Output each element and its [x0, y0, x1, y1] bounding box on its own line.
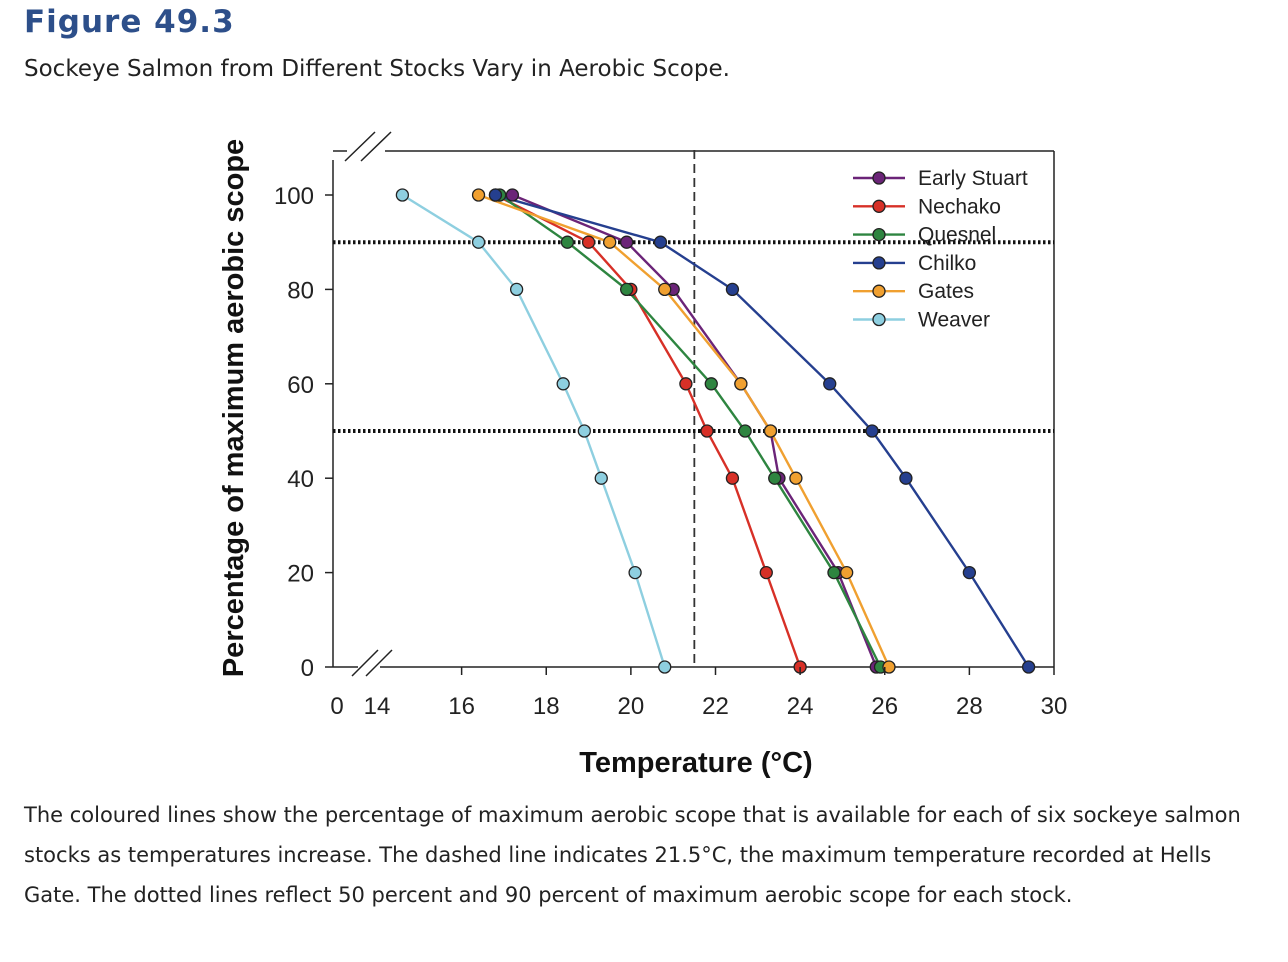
y-tick-label: 60	[287, 372, 314, 399]
data-point-nechako	[759, 565, 773, 580]
data-point-quesnel	[704, 377, 718, 391]
y-tick-label: 100	[274, 183, 314, 210]
axis-break-bottom	[365, 649, 393, 677]
data-point-chilko	[899, 471, 913, 485]
data-point-chilko	[962, 565, 977, 580]
data-point-chilko	[488, 188, 503, 202]
x-tick-label: 22	[702, 693, 729, 720]
x-tick-label: 26	[871, 693, 898, 720]
figure-title: Sockeye Salmon from Different Stocks Var…	[24, 56, 730, 82]
data-point-gates	[603, 235, 617, 249]
data-point-chilko	[823, 377, 837, 391]
data-point-early-stuart	[619, 235, 634, 249]
data-point-chilko	[865, 424, 879, 438]
series-line-nechako	[494, 193, 802, 668]
y-axis-title: Percentage of maximum aerobic scope	[218, 139, 250, 677]
series-line-gates	[478, 193, 891, 668]
data-point-weaver	[395, 188, 410, 202]
data-point-nechako	[700, 424, 714, 438]
data-point-quesnel	[768, 471, 782, 485]
data-point-weaver	[577, 424, 591, 438]
data-point-weaver	[658, 660, 672, 674]
legend-label-quesnel: Quesnel	[918, 224, 996, 247]
data-point-gates	[840, 565, 854, 580]
data-point-gates	[882, 660, 896, 674]
data-point-early-stuart	[505, 188, 520, 202]
data-point-quesnel	[738, 424, 752, 438]
data-point-weaver	[556, 377, 570, 391]
y-tick-label: 40	[287, 466, 314, 493]
x-tick-label: 16	[448, 693, 475, 720]
y-tick-label: 80	[287, 277, 314, 304]
figure-caption: The coloured lines show the percentage o…	[24, 803, 1241, 907]
data-point-gates	[658, 282, 672, 297]
series-line-weaver	[401, 193, 666, 668]
data-point-chilko	[653, 235, 668, 249]
series-line-chilko	[495, 193, 1030, 668]
x-tick-label-zero: 0	[330, 693, 343, 720]
axis-break-top	[344, 131, 376, 162]
axis-break-top	[360, 131, 392, 162]
x-tick-label: 18	[533, 693, 560, 720]
data-point-weaver	[628, 565, 642, 580]
x-tick-label: 14	[364, 693, 391, 720]
data-point-chilko	[725, 282, 740, 297]
legend-marker-early-stuart	[872, 171, 886, 185]
legend-marker-chilko	[872, 256, 886, 270]
data-point-weaver	[509, 282, 524, 297]
x-tick-label: 30	[1041, 693, 1068, 720]
data-point-quesnel	[827, 565, 841, 580]
legend-marker-gates	[872, 284, 886, 298]
figure-label: Figure 49.3	[24, 4, 235, 40]
data-point-weaver	[471, 235, 486, 249]
legend-label-weaver: Weaver	[918, 309, 990, 332]
legend-marker-weaver	[872, 312, 886, 327]
aerobic-scope-chart: 14 16 18 20 22 24 26 28 30 00 20 40 60 80 100 Early St…	[218, 131, 1068, 779]
y-tick-label: 0	[301, 655, 314, 682]
legend-label-early-stuart: Early Stuart	[918, 167, 1028, 190]
axis-break-bottom	[351, 649, 379, 677]
data-point-gates	[734, 377, 748, 391]
data-point-gates	[763, 424, 778, 438]
data-point-weaver	[594, 471, 608, 485]
x-axis-title: Temperature (°C)	[579, 747, 812, 779]
x-tick-label: 20	[618, 693, 645, 720]
data-point-quesnel	[619, 282, 634, 297]
legend-marker-quesnel	[872, 227, 886, 242]
data-point-nechako	[581, 235, 596, 249]
legend-label-gates: Gates	[918, 280, 974, 303]
data-point-nechako	[725, 471, 740, 485]
legend-label-chilko: Chilko	[918, 252, 976, 275]
data-point-quesnel	[560, 235, 575, 249]
x-tick-label: 28	[956, 693, 983, 720]
data-point-gates	[471, 188, 486, 202]
data-point-gates	[789, 471, 803, 485]
data-point-chilko	[1021, 660, 1036, 674]
series-line-quesnel	[499, 194, 882, 668]
legend-label-nechako: Nechako	[918, 195, 1001, 218]
x-tick-label: 24	[787, 693, 814, 720]
y-tick-label: 20	[287, 561, 314, 588]
legend-marker-nechako	[872, 199, 886, 213]
data-point-nechako	[679, 377, 693, 391]
